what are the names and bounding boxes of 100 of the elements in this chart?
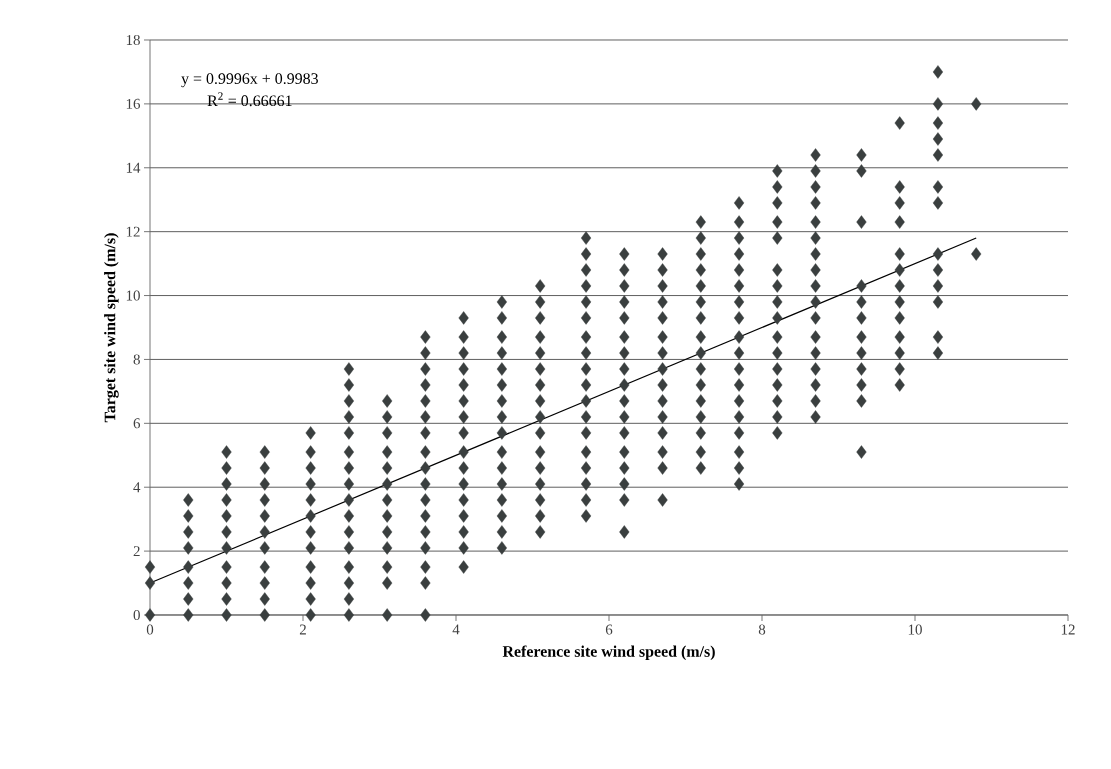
point (932, 65, 944, 79)
point (580, 493, 592, 507)
point (580, 263, 592, 277)
point (496, 493, 507, 507)
point (458, 477, 469, 491)
point (221, 525, 232, 539)
y-tick-label: 18 (126, 34, 140, 46)
point (382, 445, 393, 459)
point (382, 541, 393, 555)
point (695, 231, 706, 245)
point (733, 196, 745, 210)
point (458, 311, 469, 325)
point (343, 426, 354, 440)
point (580, 410, 592, 424)
point (619, 295, 630, 309)
point (971, 247, 982, 261)
point (305, 592, 316, 606)
point (894, 215, 905, 229)
point (305, 477, 316, 491)
point (343, 576, 354, 590)
point (458, 461, 469, 475)
point (733, 263, 745, 277)
point (496, 525, 507, 539)
point (772, 164, 783, 178)
point (810, 362, 821, 376)
point (733, 378, 745, 392)
point (733, 426, 745, 440)
point (458, 509, 469, 523)
point (496, 426, 507, 440)
point (382, 560, 393, 574)
x-tick-label: 4 (452, 624, 460, 635)
point (733, 279, 745, 293)
point (458, 541, 469, 555)
point (657, 378, 668, 392)
point (580, 461, 592, 475)
point (856, 279, 867, 293)
point (619, 247, 630, 261)
point (657, 263, 668, 277)
y-tick-label: 16 (126, 98, 141, 109)
point (810, 231, 821, 245)
point (810, 295, 821, 309)
point (932, 196, 944, 210)
point (496, 311, 507, 325)
point (580, 362, 592, 376)
point (971, 97, 982, 111)
point (619, 477, 630, 491)
point (458, 493, 469, 507)
point (695, 263, 706, 277)
point (458, 378, 469, 392)
point (580, 477, 592, 491)
point (810, 279, 821, 293)
point (580, 295, 592, 309)
point (420, 509, 431, 523)
point (343, 477, 354, 491)
point (695, 394, 706, 408)
point (772, 295, 783, 309)
y-tick-label: 4 (133, 482, 141, 493)
point (458, 560, 469, 574)
point (343, 461, 354, 475)
point (259, 541, 270, 555)
point (259, 477, 270, 491)
point (535, 509, 546, 523)
point (535, 279, 546, 293)
point (772, 231, 783, 245)
point (657, 311, 668, 325)
point (580, 394, 592, 408)
point (810, 410, 821, 424)
point (894, 362, 905, 376)
point (259, 461, 270, 475)
point (259, 493, 270, 507)
point (619, 493, 630, 507)
point (772, 311, 783, 325)
point (343, 541, 354, 555)
x-tick-label: 10 (908, 624, 922, 635)
point (420, 410, 431, 424)
point (856, 378, 867, 392)
point (343, 509, 354, 523)
point (619, 378, 630, 392)
x-axis-title: Reference site wind speed (m/s) (502, 645, 715, 661)
point (535, 362, 546, 376)
point (733, 445, 745, 459)
point (343, 445, 354, 459)
point (619, 330, 630, 344)
point (221, 461, 232, 475)
point (733, 410, 745, 424)
point (856, 394, 867, 408)
point (932, 295, 944, 309)
point (221, 576, 232, 590)
point (810, 148, 821, 162)
point (221, 477, 232, 491)
point (343, 592, 354, 606)
point (183, 541, 194, 555)
point (305, 560, 316, 574)
point (458, 525, 469, 539)
point (580, 247, 592, 261)
point (932, 279, 944, 293)
point (856, 346, 867, 360)
point (259, 608, 270, 622)
point (894, 330, 905, 344)
point (657, 330, 668, 344)
